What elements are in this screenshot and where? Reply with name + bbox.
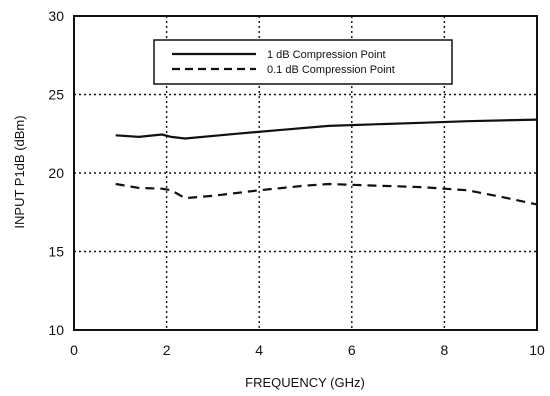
series-group	[115, 118, 538, 206]
legend: 1 dB Compression Point 0.1 dB Compressio…	[153, 39, 453, 85]
y-tick-label-30: 30	[48, 8, 64, 24]
series-line-0-1db	[115, 182, 538, 206]
y-tick-label-20: 20	[48, 165, 64, 181]
legend-label-0-1db: 0.1 dB Compression Point	[267, 64, 395, 76]
x-tick-label-8: 8	[441, 342, 449, 358]
x-tick-label-4: 4	[255, 342, 263, 358]
legend-label-1db: 1 dB Compression Point	[267, 49, 386, 61]
legend-box	[153, 39, 453, 85]
tick-labels: 0 2 4 6 8 10 10 15 20 25 30	[48, 8, 545, 358]
series-line-1db	[115, 118, 538, 140]
x-axis-label: FREQUENCY (GHz)	[245, 375, 365, 390]
y-tick-label-15: 15	[48, 244, 64, 260]
x-tick-label-0: 0	[70, 342, 78, 358]
x-tick-label-2: 2	[163, 342, 171, 358]
y-tick-label-10: 10	[48, 322, 64, 338]
y-tick-label-25: 25	[48, 87, 64, 103]
x-tick-label-6: 6	[348, 342, 356, 358]
x-tick-label-10: 10	[529, 342, 545, 358]
gridlines	[74, 16, 537, 330]
plot-frame	[73, 15, 538, 331]
y-axis-label: INPUT P1dB (dBm)	[12, 115, 27, 228]
